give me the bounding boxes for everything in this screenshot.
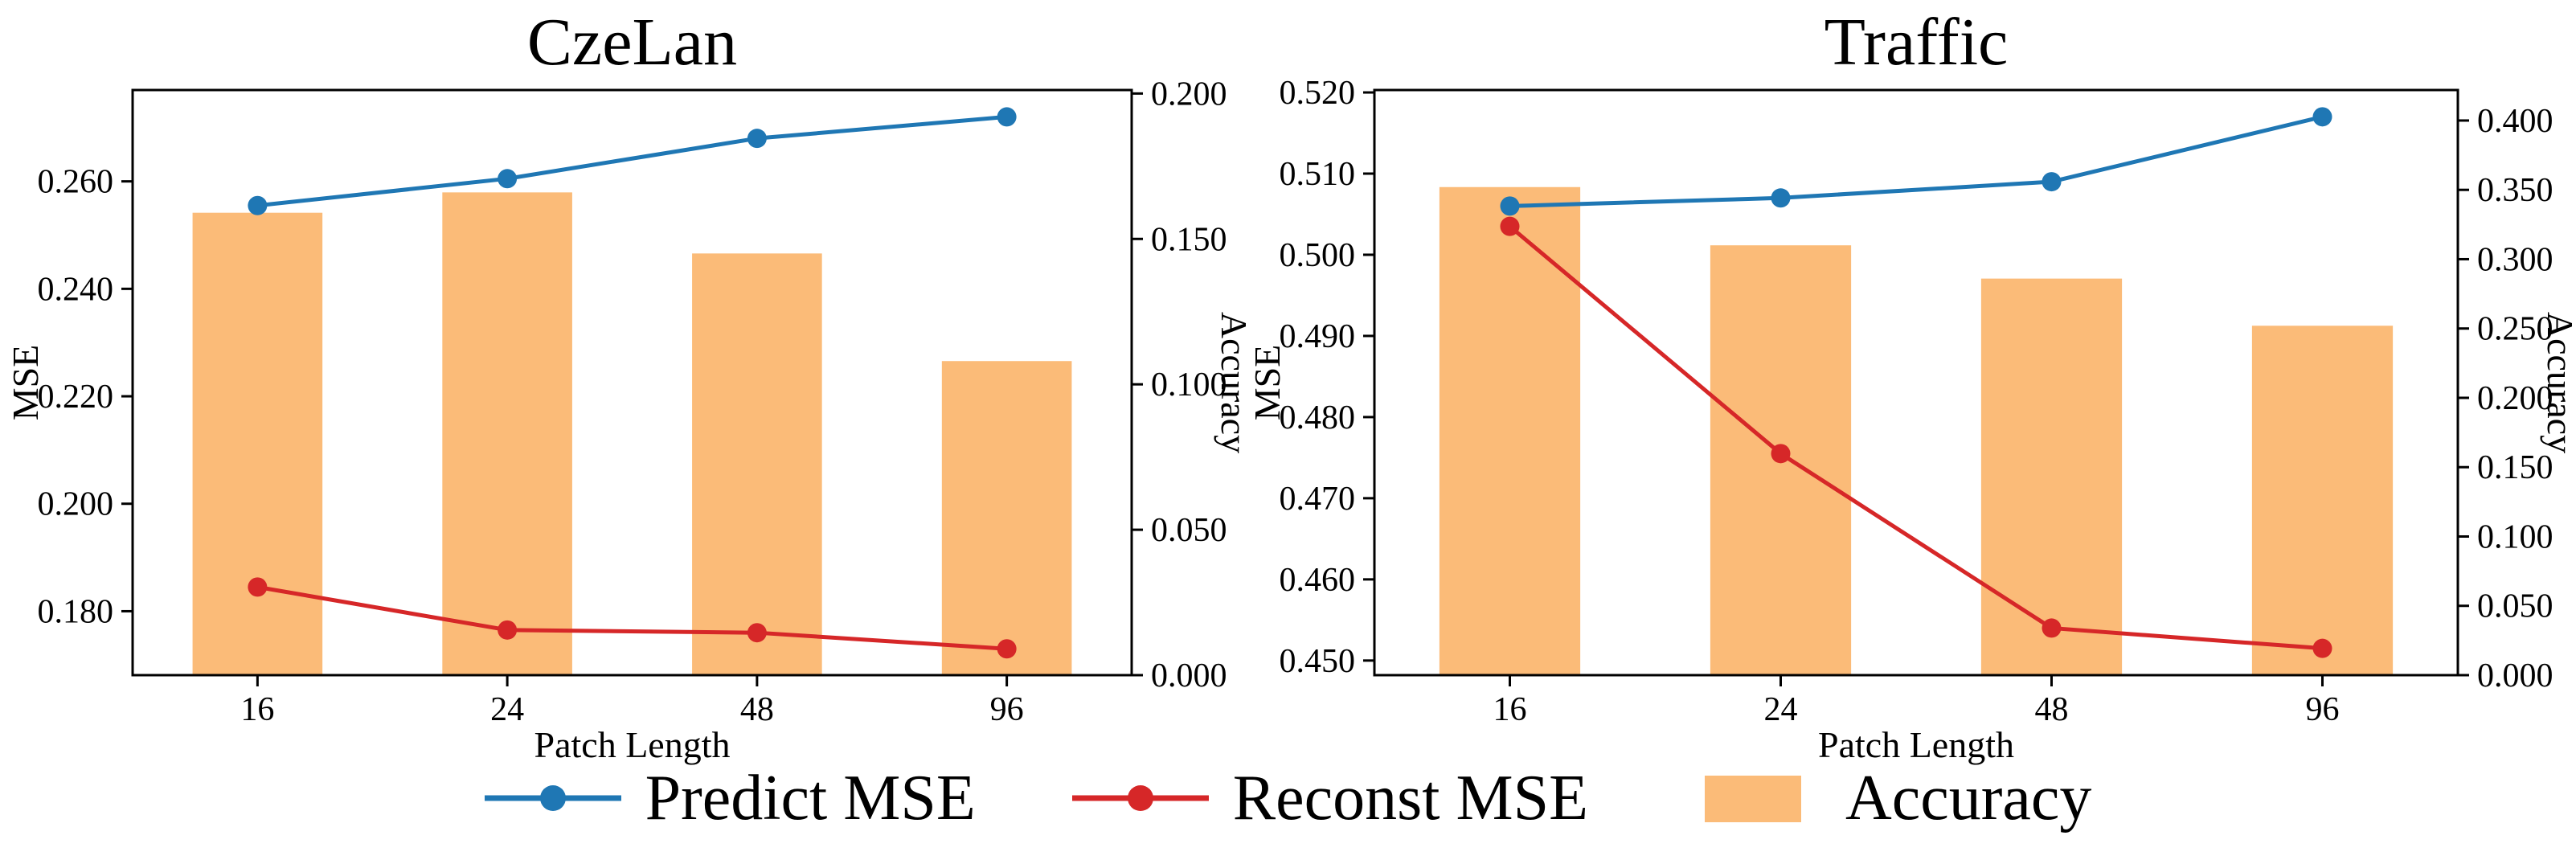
right-axis-tick-label: 0.100 <box>2477 518 2553 555</box>
legend-item-accuracy: Accuracy <box>1685 762 2091 834</box>
x-axis-tick-label: 24 <box>1764 691 1798 728</box>
left-axis-tick-label: 0.520 <box>1280 75 1356 112</box>
right-axis-tick-label: 0.400 <box>2477 103 2553 140</box>
left-axis-tick-label: 0.500 <box>1280 237 1356 274</box>
left-axis-tick-label: 0.180 <box>38 593 114 630</box>
legend: Predict MSE Reconst MSE Accuracy <box>0 762 2576 834</box>
right-axis-tick-label: 0.350 <box>2477 172 2553 209</box>
chart-title: Traffic <box>1824 5 2009 80</box>
x-axis-tick-label: 48 <box>740 691 774 728</box>
left-axis-tick-label: 0.460 <box>1280 562 1356 599</box>
chart-traffic: 0.450 0.460 0.470 0.480 0.490 0.500 0.510 0.520… <box>1247 5 2576 765</box>
right-axis-label: Accuracy <box>1214 312 1255 453</box>
reconst-mse-marker <box>2042 618 2062 638</box>
predict-mse-marker <box>747 129 767 149</box>
x-axis-label: Patch Length <box>534 724 731 765</box>
left-axis-tick-label: 0.470 <box>1280 481 1356 518</box>
legend-label-accuracy: Accuracy <box>1845 763 2092 833</box>
right-axis-tick-label: 0.250 <box>2477 311 2553 348</box>
predict-mse-marker <box>498 169 518 189</box>
x-axis-tick-label: 24 <box>490 691 524 728</box>
right-axis-tick-label: 0.200 <box>2477 380 2553 417</box>
predict-mse-line-icon <box>484 785 621 811</box>
right-axis-tick-label: 0.000 <box>2477 657 2553 694</box>
reconst-mse-marker <box>2312 638 2332 658</box>
x-axis-tick-label: 96 <box>2306 691 2340 728</box>
reconst-mse-line-icon <box>1071 785 1209 811</box>
left-axis-tick-label: 0.240 <box>38 271 114 308</box>
accuracy-bar <box>192 212 323 675</box>
right-axis-tick-label: 0.300 <box>2477 241 2553 278</box>
predict-mse-marker <box>2312 107 2332 127</box>
accuracy-bar <box>1980 278 2123 675</box>
right-axis-tick-label: 0.150 <box>1151 221 1227 258</box>
plot-border <box>131 88 1133 677</box>
legend-item-reconst-mse: Reconst MSE <box>1071 762 1588 834</box>
chart-czelan: 0.180 0.200 0.220 0.240 0.260 0.000 0.050 0.100… <box>5 5 1255 765</box>
plot-border <box>1373 88 2459 677</box>
right-axis-tick-label: 0.100 <box>1151 367 1227 403</box>
accuracy-bar <box>442 192 572 675</box>
left-axis-label: MSE <box>5 345 46 421</box>
reconst-mse-marker <box>997 639 1017 659</box>
right-axis-label: Accuracy <box>2540 312 2576 453</box>
chart-title: CzeLan <box>527 5 737 80</box>
predict-mse-line <box>257 114 1007 208</box>
reconst-mse-line <box>256 584 1007 651</box>
reconst-mse-marker <box>747 623 767 643</box>
right-axis-tick-label: 0.050 <box>2477 588 2553 625</box>
legend-item-predict-mse: Predict MSE <box>484 762 976 834</box>
right-axis-tick-label: 0.000 <box>1151 657 1227 694</box>
left-axis-tick-label: 0.220 <box>38 379 114 416</box>
reconst-mse-marker <box>1500 216 1520 236</box>
accuracy-bar <box>1439 186 1581 675</box>
accuracy-bar <box>941 361 1072 675</box>
x-axis-tick-label: 16 <box>1493 691 1527 728</box>
left-axis-tick-label: 0.200 <box>38 486 114 523</box>
legend-bar-patch <box>1704 776 1801 822</box>
legend-line-marker <box>1127 785 1153 811</box>
left-axis-tick-label: 0.260 <box>38 164 114 201</box>
left-axis-label: MSE <box>1247 345 1288 421</box>
accuracy-bar <box>692 253 822 675</box>
right-axis-tick-label: 0.150 <box>2477 449 2553 486</box>
x-axis-tick-label: 16 <box>240 691 274 728</box>
predict-mse-line <box>1509 114 2324 208</box>
predict-mse-marker <box>1500 196 1520 216</box>
left-axis-tick-label: 0.450 <box>1280 643 1356 680</box>
left-axis-tick-label: 0.490 <box>1280 318 1356 355</box>
accuracy-bar <box>2251 326 2394 675</box>
left-axis-tick-label: 0.510 <box>1280 156 1356 193</box>
legend-line-marker <box>539 785 566 811</box>
left-axis-tick-label: 0.480 <box>1280 399 1356 436</box>
legend-label-predict-mse: Predict MSE <box>645 763 976 833</box>
reconst-mse-marker <box>248 577 268 597</box>
predict-mse-marker <box>997 107 1017 127</box>
x-axis-label: Patch Length <box>1818 724 2014 765</box>
accuracy-bar-icon <box>1704 776 1801 822</box>
predict-mse-marker <box>1771 188 1791 208</box>
legend-label-reconst-mse: Reconst MSE <box>1232 763 1588 833</box>
predict-mse-marker <box>248 195 268 215</box>
right-axis-tick-label: 0.050 <box>1151 512 1227 549</box>
reconst-mse-line <box>1508 224 2323 651</box>
reconst-mse-marker <box>1771 444 1791 464</box>
x-axis-tick-label: 96 <box>990 691 1024 728</box>
right-axis-tick-label: 0.200 <box>1151 76 1227 113</box>
predict-mse-marker <box>2042 172 2062 192</box>
x-axis-tick-label: 48 <box>2035 691 2069 728</box>
reconst-mse-marker <box>498 620 518 640</box>
